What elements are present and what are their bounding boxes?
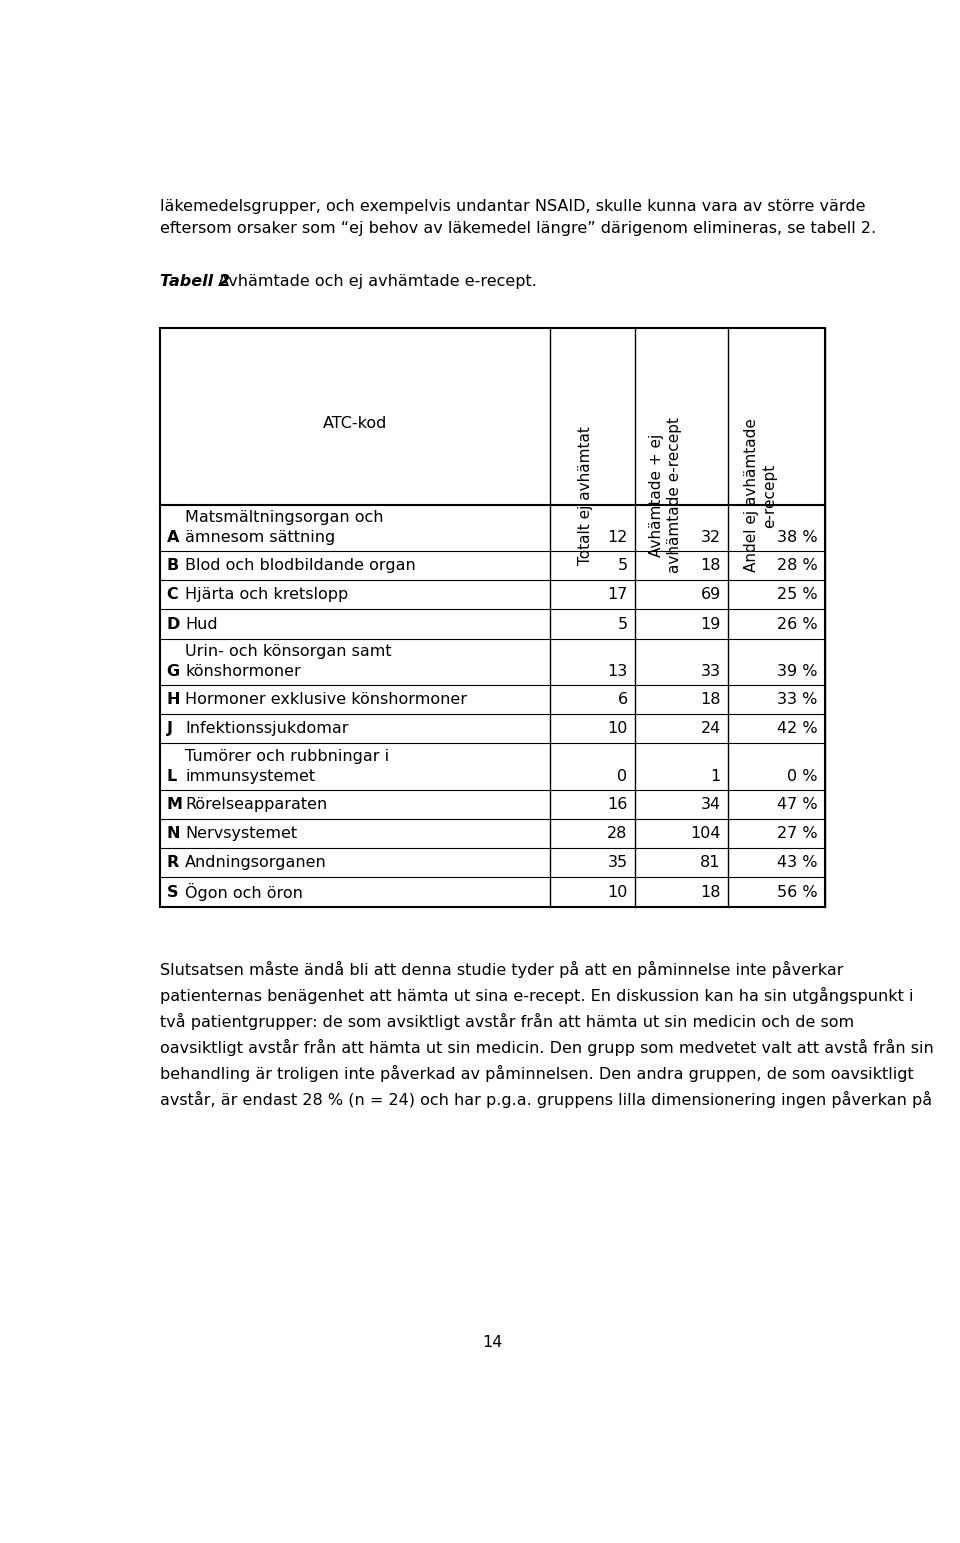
- Text: B: B: [166, 559, 179, 572]
- Text: 26 %: 26 %: [777, 617, 818, 631]
- Text: immunsystemet: immunsystemet: [185, 768, 315, 784]
- Text: 10: 10: [608, 884, 628, 900]
- Text: Avhämtade och ej avhämtade e-recept.: Avhämtade och ej avhämtade e-recept.: [213, 273, 537, 289]
- Text: 56 %: 56 %: [777, 884, 818, 900]
- Text: 34: 34: [701, 796, 721, 812]
- Text: läkemedelsgrupper, och exempelvis undantar NSAID, skulle kunna vara av större vä: läkemedelsgrupper, och exempelvis undant…: [160, 199, 866, 214]
- Text: A: A: [166, 531, 179, 546]
- Text: Urin- och könsorgan samt: Urin- och könsorgan samt: [185, 643, 392, 659]
- Text: 25 %: 25 %: [777, 588, 818, 602]
- Text: 32: 32: [701, 531, 721, 546]
- Text: Hormoner exklusive könshormoner: Hormoner exklusive könshormoner: [185, 691, 468, 707]
- Text: R: R: [166, 855, 179, 870]
- Text: 39 %: 39 %: [777, 665, 818, 679]
- Text: Totalt ej avhämtat: Totalt ej avhämtat: [578, 426, 592, 565]
- Text: 42 %: 42 %: [777, 721, 818, 736]
- Text: G: G: [166, 665, 180, 679]
- Text: Matsmältningsorgan och: Matsmältningsorgan och: [185, 511, 384, 525]
- Text: S: S: [166, 884, 178, 900]
- Text: Hjärta och kretslopp: Hjärta och kretslopp: [185, 588, 348, 602]
- Text: 104: 104: [690, 826, 721, 841]
- Text: 18: 18: [700, 559, 721, 572]
- Text: könshormoner: könshormoner: [185, 665, 300, 679]
- Text: 16: 16: [608, 796, 628, 812]
- Text: oavsiktligt avstår från att hämta ut sin medicin. Den grupp som medvetet valt at: oavsiktligt avstår från att hämta ut sin…: [160, 1038, 934, 1055]
- Text: 5: 5: [617, 617, 628, 631]
- Text: J: J: [166, 721, 173, 736]
- Text: Blod och blodbildande organ: Blod och blodbildande organ: [185, 559, 416, 572]
- Text: behandling är troligen inte påverkad av påminnelsen. Den andra gruppen, de som o: behandling är troligen inte påverkad av …: [160, 1065, 914, 1082]
- Text: M: M: [166, 796, 182, 812]
- Text: 28: 28: [608, 826, 628, 841]
- Text: Rörelseapparaten: Rörelseapparaten: [185, 796, 327, 812]
- Text: Andel ej avhämtade
e-recept: Andel ej avhämtade e-recept: [744, 418, 777, 572]
- Text: 33: 33: [701, 665, 721, 679]
- Text: 0: 0: [617, 768, 628, 784]
- Text: Hud: Hud: [185, 617, 218, 631]
- Text: Andningsorganen: Andningsorganen: [185, 855, 326, 870]
- Text: ATC-kod: ATC-kod: [323, 417, 388, 432]
- Text: Ögon och öron: Ögon och öron: [185, 883, 303, 901]
- Text: 17: 17: [608, 588, 628, 602]
- Text: H: H: [166, 691, 180, 707]
- Text: 14: 14: [482, 1335, 502, 1350]
- Text: 18: 18: [700, 691, 721, 707]
- Text: ämnesom sättning: ämnesom sättning: [185, 531, 335, 546]
- Text: 69: 69: [701, 588, 721, 602]
- Text: 27 %: 27 %: [777, 826, 818, 841]
- Text: 13: 13: [608, 665, 628, 679]
- Text: 33 %: 33 %: [778, 691, 818, 707]
- Text: Slutsatsen måste ändå bli att denna studie tyder på att en påminnelse inte påver: Slutsatsen måste ändå bli att denna stud…: [160, 961, 844, 978]
- Text: 47 %: 47 %: [777, 796, 818, 812]
- Bar: [160, 327, 826, 907]
- Text: 10: 10: [608, 721, 628, 736]
- Text: Tabell 2: Tabell 2: [160, 273, 230, 289]
- Text: 19: 19: [700, 617, 721, 631]
- Text: två patientgrupper: de som avsiktligt avstår från att hämta ut sin medicin och d: två patientgrupper: de som avsiktligt av…: [160, 1012, 854, 1029]
- Text: C: C: [166, 588, 179, 602]
- Text: 81: 81: [700, 855, 721, 870]
- Text: 24: 24: [701, 721, 721, 736]
- Text: 6: 6: [617, 691, 628, 707]
- Text: Nervsystemet: Nervsystemet: [185, 826, 298, 841]
- Text: 38 %: 38 %: [777, 531, 818, 546]
- Text: 18: 18: [700, 884, 721, 900]
- Text: Tumörer och rubbningar i: Tumörer och rubbningar i: [185, 748, 389, 764]
- Text: 12: 12: [608, 531, 628, 546]
- Text: patienternas benägenhet att hämta ut sina e-recept. En diskussion kan ha sin utg: patienternas benägenhet att hämta ut sin…: [160, 986, 914, 1004]
- Text: avstår, är endast 28 % (n = 24) och har p.g.a. gruppens lilla dimensionering ing: avstår, är endast 28 % (n = 24) och har …: [160, 1091, 932, 1108]
- Text: 43 %: 43 %: [777, 855, 818, 870]
- Text: 35: 35: [608, 855, 628, 870]
- Text: eftersom orsaker som “ej behov av läkemedel längre” därigenom elimineras, se tab: eftersom orsaker som “ej behov av läkeme…: [160, 221, 876, 236]
- Text: D: D: [166, 617, 180, 631]
- Text: N: N: [166, 826, 180, 841]
- Text: L: L: [166, 768, 177, 784]
- Text: 1: 1: [710, 768, 721, 784]
- Text: 28 %: 28 %: [777, 559, 818, 572]
- Text: 0 %: 0 %: [787, 768, 818, 784]
- Text: Infektionssjukdomar: Infektionssjukdomar: [185, 721, 348, 736]
- Text: 5: 5: [617, 559, 628, 572]
- Text: Avhämtade + ej
avhämtade e-recept: Avhämtade + ej avhämtade e-recept: [650, 418, 682, 574]
